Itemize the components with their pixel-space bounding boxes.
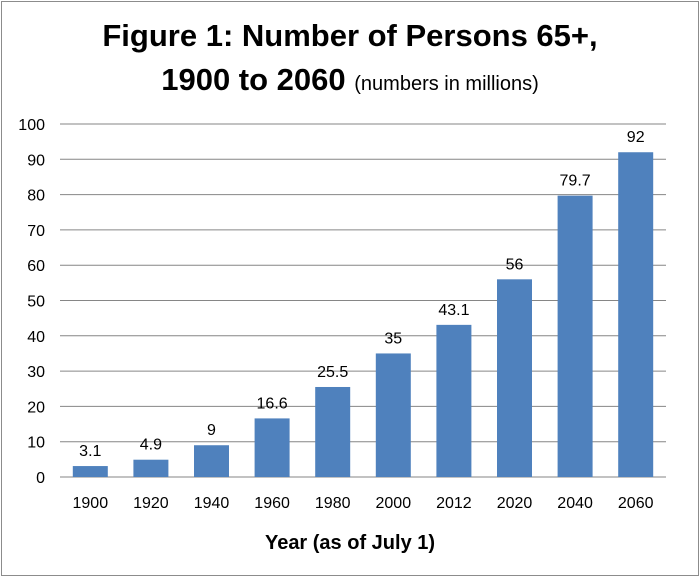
y-tick-label: 60: [27, 258, 45, 275]
chart-title-line2: 1900 to 2060 (numbers in millions): [0, 58, 700, 106]
data-label: 9: [207, 422, 216, 439]
bar: [194, 445, 229, 477]
x-tick-label: 2000: [376, 495, 412, 512]
y-tick-label: 70: [27, 223, 45, 240]
data-label: 3.1: [79, 443, 101, 460]
y-tick-label: 10: [27, 435, 45, 452]
bar: [557, 195, 593, 477]
data-label: 79.7: [560, 173, 591, 190]
y-tick-label: 30: [27, 364, 45, 381]
y-tick-label: 50: [27, 294, 45, 311]
y-tick-label: 80: [27, 188, 45, 205]
bar: [436, 324, 472, 477]
x-tick-label: 1980: [315, 495, 351, 512]
y-tick-label: 40: [27, 329, 45, 346]
x-tick-label: 2060: [618, 495, 654, 512]
x-tick-label: 1940: [194, 495, 230, 512]
x-axis-title: Year (as of July 1): [264, 532, 436, 554]
data-label: 56: [506, 256, 524, 273]
data-label: 16.6: [257, 395, 288, 412]
x-tick-label: 2040: [557, 495, 593, 512]
y-tick-label: 100: [18, 117, 45, 134]
bar: [618, 152, 654, 478]
x-tick-label: 1960: [254, 495, 290, 512]
chart-title-note: (numbers in millions): [354, 73, 539, 95]
y-tick-label: 90: [27, 152, 45, 169]
y-tick-label: 20: [27, 399, 45, 416]
data-label: 4.9: [140, 437, 162, 454]
data-label: 35: [384, 330, 402, 347]
bar: [254, 418, 290, 477]
bar: [375, 353, 411, 477]
bar: [497, 279, 532, 477]
x-tick-label: 2012: [436, 495, 472, 512]
bar: [315, 386, 351, 477]
x-tick-label: 2020: [497, 495, 533, 512]
data-label: 92: [627, 129, 645, 146]
data-label: 43.1: [438, 302, 469, 319]
x-tick-label: 1900: [73, 495, 109, 512]
bar: [72, 466, 108, 477]
data-label: 25.5: [317, 364, 348, 381]
chart-title: Figure 1: Number of Persons 65+, 1900 to…: [0, 14, 700, 106]
x-tick-label: 1920: [133, 495, 169, 512]
chart-title-years: 1900 to 2060: [161, 62, 346, 97]
chart-title-line1: Figure 1: Number of Persons 65+,: [102, 18, 598, 53]
bar: [133, 459, 169, 477]
y-tick-label: 0: [36, 470, 45, 487]
